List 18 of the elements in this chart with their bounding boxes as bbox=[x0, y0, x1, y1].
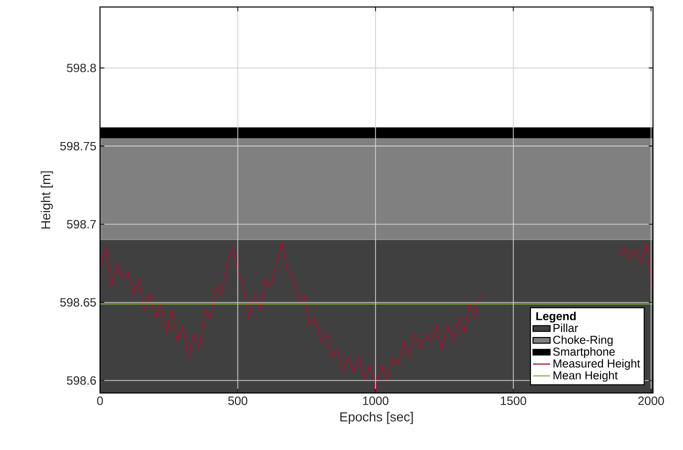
x-tick-label: 1000 bbox=[363, 396, 388, 406]
x-tick-label: 2000 bbox=[638, 396, 664, 406]
legend-label: Choke-Ring bbox=[553, 335, 613, 346]
x-tick-label: 0 bbox=[97, 396, 103, 406]
x-axis-title: Epochs [sec] bbox=[340, 412, 413, 424]
y-tick-label: 598.6 bbox=[66, 376, 96, 385]
legend-label: Measured Height bbox=[554, 359, 640, 370]
legend-label: Smartphone bbox=[553, 347, 615, 358]
y-tick-label: 598.65 bbox=[60, 298, 96, 307]
legend-label: Mean Height bbox=[554, 370, 618, 382]
y-axis-title: Height [m] bbox=[40, 171, 53, 229]
x-tick-label: 500 bbox=[228, 396, 248, 406]
y-tick-label: 598.7 bbox=[66, 220, 96, 228]
y-tick-label: 598.75 bbox=[60, 142, 96, 150]
legend-label: Pillar bbox=[554, 324, 578, 332]
x-tick-label: 1500 bbox=[500, 396, 526, 406]
legend-title: Legend bbox=[536, 312, 576, 323]
y-tick-label: 598.8 bbox=[66, 64, 96, 72]
